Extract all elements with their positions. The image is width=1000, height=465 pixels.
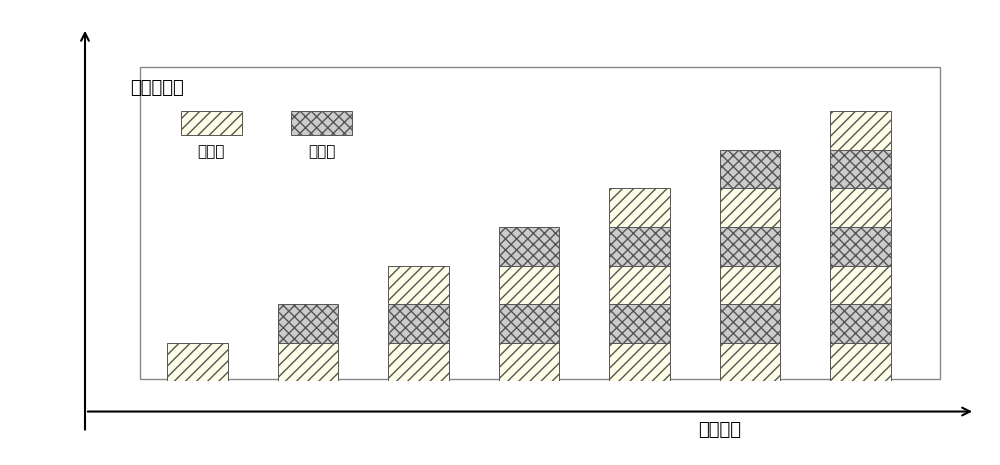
Bar bbox=[499, 304, 559, 343]
Bar bbox=[830, 343, 891, 381]
Bar bbox=[167, 343, 228, 381]
Bar bbox=[609, 188, 670, 227]
Bar bbox=[388, 343, 449, 381]
Bar bbox=[388, 266, 449, 304]
Bar bbox=[499, 227, 559, 266]
Bar bbox=[720, 304, 780, 343]
Bar bbox=[720, 227, 780, 266]
Bar bbox=[278, 304, 338, 343]
Bar bbox=[388, 304, 449, 343]
Bar bbox=[609, 227, 670, 266]
Bar bbox=[830, 227, 891, 266]
Bar bbox=[291, 112, 352, 134]
Bar bbox=[609, 343, 670, 381]
Bar bbox=[499, 266, 559, 304]
Bar bbox=[720, 266, 780, 304]
Bar bbox=[278, 343, 338, 381]
Bar bbox=[830, 112, 891, 150]
Text: 焊膏体厚度: 焊膏体厚度 bbox=[130, 79, 184, 97]
Bar bbox=[830, 304, 891, 343]
Text: 打印步骤: 打印步骤 bbox=[698, 421, 742, 439]
Bar bbox=[609, 304, 670, 343]
Text: 助焊剂: 助焊剂 bbox=[197, 144, 225, 159]
Bar bbox=[720, 150, 780, 188]
Bar bbox=[720, 188, 780, 227]
Bar bbox=[609, 266, 670, 304]
Bar bbox=[830, 266, 891, 304]
Bar bbox=[830, 150, 891, 188]
Bar bbox=[830, 188, 891, 227]
Bar bbox=[720, 343, 780, 381]
Bar bbox=[499, 343, 559, 381]
Bar bbox=[181, 112, 242, 134]
Text: 焊锡粉: 焊锡粉 bbox=[308, 144, 335, 159]
